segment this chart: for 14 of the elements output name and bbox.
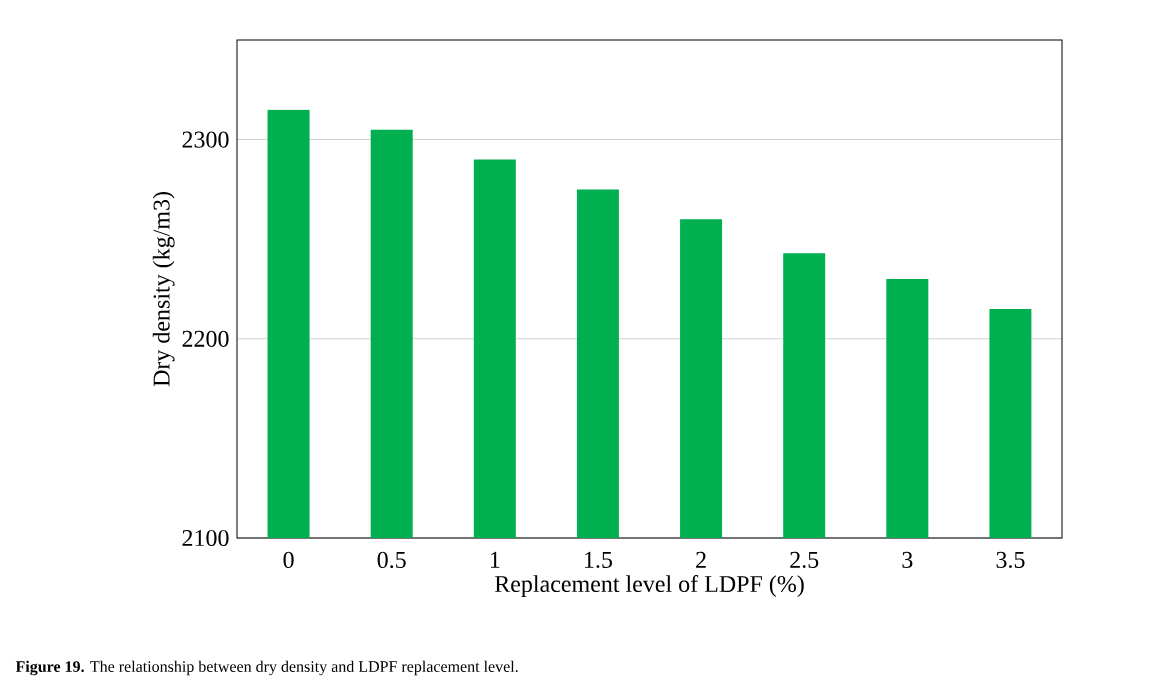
y-tick-label: 2200 <box>182 330 229 347</box>
text: Figure 19. The relationship between dry density and LDPF replacement level. <box>15 660 518 676</box>
x-axis-title: Replacement level of LDPF (%) <box>494 574 804 597</box>
x-tick-label: 0.5 <box>377 551 406 569</box>
x-tick-label: 1.5 <box>585 551 612 568</box>
x-tick-label: 2.5 <box>790 551 819 569</box>
y-axis-title: Dry density (kg/m3) <box>152 192 175 387</box>
y-tick-label: 2300 <box>182 131 229 148</box>
x-tick-label: 2 <box>696 551 706 568</box>
x-tick-label: 3 <box>902 551 913 568</box>
x-tick-label: 0 <box>283 551 294 568</box>
x-tick-label: 3.5 <box>996 551 1025 569</box>
y-tick-label: 2100 <box>182 529 229 547</box>
x-tick-label: 1 <box>490 551 500 568</box>
